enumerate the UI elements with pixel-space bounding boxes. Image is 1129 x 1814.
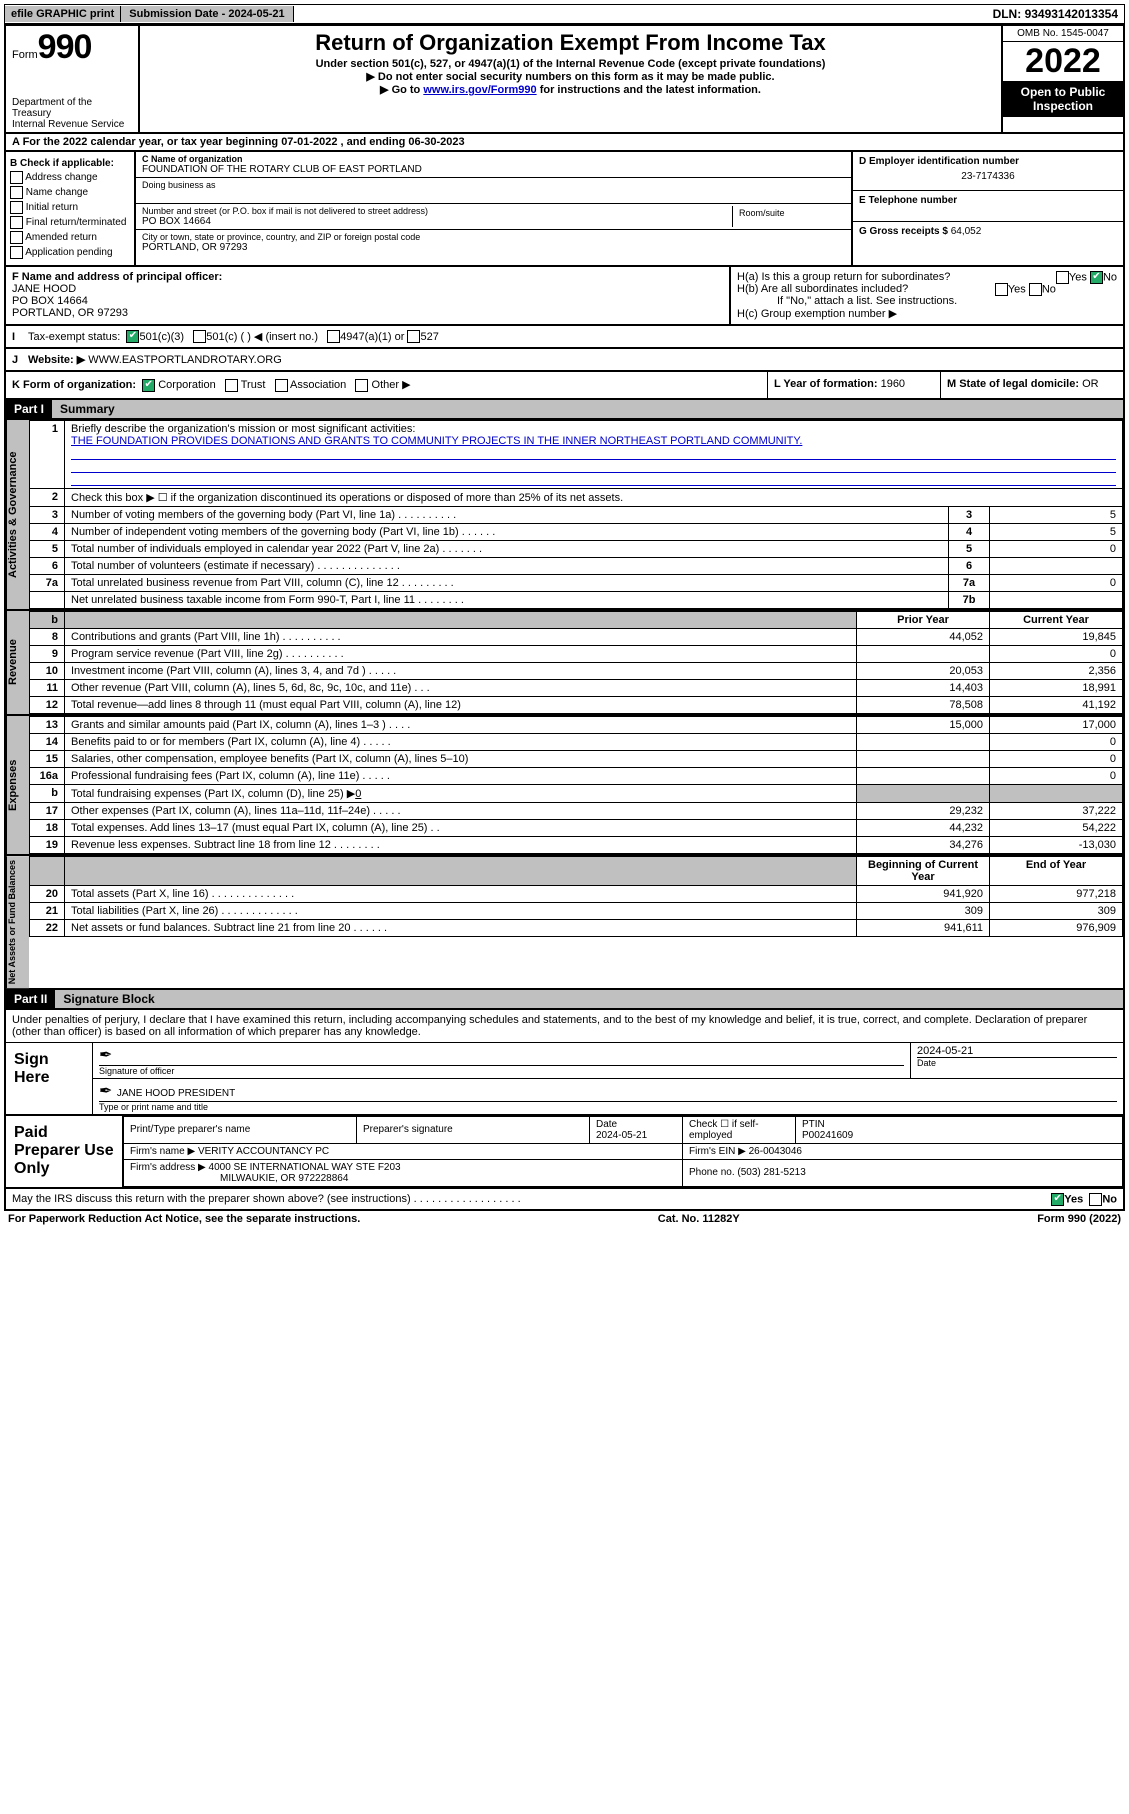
- efile-print-button[interactable]: efile GRAPHIC print: [5, 6, 121, 22]
- part2-header: Part II Signature Block: [4, 990, 1125, 1010]
- signature-block: Under penalties of perjury, I declare th…: [4, 1010, 1125, 1116]
- part1-header: Part I Summary: [4, 400, 1125, 420]
- paid-preparer: Paid Preparer Use Only Print/Type prepar…: [4, 1116, 1125, 1189]
- sidebar-governance: Activities & Governance: [6, 420, 29, 609]
- form990-link[interactable]: www.irs.gov/Form990: [423, 84, 536, 96]
- top-bar: efile GRAPHIC print Submission Date - 20…: [4, 4, 1125, 24]
- sidebar-expenses: Expenses: [6, 716, 29, 854]
- header-grid: B Check if applicable: Address change Na…: [4, 152, 1125, 267]
- irs-discuss-row: May the IRS discuss this return with the…: [4, 1189, 1125, 1211]
- col-f: F Name and address of principal officer:…: [6, 267, 731, 324]
- form-header: Form990 Department of the Treasury Inter…: [4, 24, 1125, 134]
- footer: For Paperwork Reduction Act Notice, see …: [4, 1211, 1125, 1227]
- year-box: OMB No. 1545-0047 2022 Open to Public In…: [1003, 26, 1123, 132]
- submission-date: Submission Date - 2024-05-21: [121, 6, 293, 22]
- sidebar-revenue: Revenue: [6, 611, 29, 714]
- sidebar-netassets: Net Assets or Fund Balances: [6, 856, 29, 988]
- form-id: Form990 Department of the Treasury Inter…: [6, 26, 140, 132]
- col-deg: D Employer identification number 23-7174…: [851, 152, 1123, 265]
- row-a: A For the 2022 calendar year, or tax yea…: [4, 134, 1125, 152]
- col-b: B Check if applicable: Address change Na…: [6, 152, 136, 265]
- dln: DLN: 93493142013354: [987, 5, 1124, 23]
- row-klm: K Form of organization: ✔ Corporation Tr…: [4, 372, 1125, 400]
- form-title: Return of Organization Exempt From Incom…: [140, 26, 1003, 132]
- row-fh: F Name and address of principal officer:…: [4, 267, 1125, 326]
- summary-section: Activities & Governance 1 Briefly descri…: [4, 420, 1125, 611]
- row-j: J Website: ▶ WWW.EASTPORTLANDROTARY.ORG: [4, 349, 1125, 372]
- col-h: H(a) Is this a group return for subordin…: [731, 267, 1123, 324]
- col-c: C Name of organization FOUNDATION OF THE…: [136, 152, 851, 265]
- row-i: I Tax-exempt status: ✔ 501(c)(3) 501(c) …: [4, 326, 1125, 349]
